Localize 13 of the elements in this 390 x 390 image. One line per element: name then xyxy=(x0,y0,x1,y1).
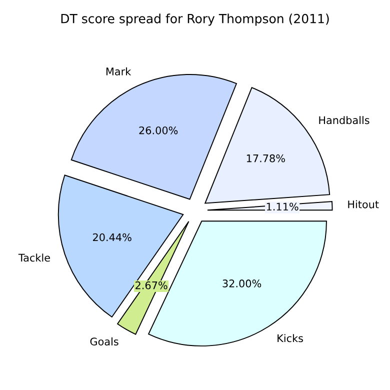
data-label: 26.00% xyxy=(139,126,178,134)
slice-label: Tackle xyxy=(18,254,50,262)
slice-label: Mark xyxy=(106,67,132,76)
data-label: 1.11% xyxy=(266,202,298,211)
chart-title: DT score spread for Rory Thompson (2011) xyxy=(61,14,329,26)
slice-label: Handballs xyxy=(319,116,370,124)
data-label: 2.67% xyxy=(136,281,168,290)
data-label: 20.44% xyxy=(93,233,132,242)
slice-label: Hitout xyxy=(348,200,379,208)
slice-label: Kicks xyxy=(278,334,303,342)
slice-label: Goals xyxy=(90,337,118,346)
data-label: 32.00% xyxy=(222,280,262,288)
data-label: 17.78% xyxy=(246,154,285,162)
